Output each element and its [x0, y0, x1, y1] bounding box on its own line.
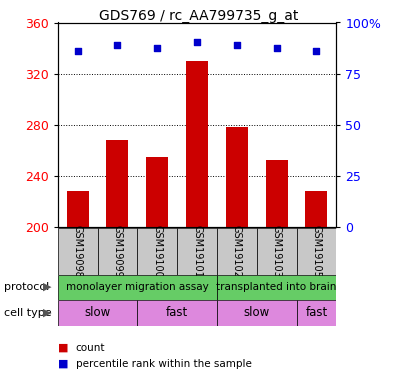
Bar	[226, 127, 248, 227]
Text: GSM19099: GSM19099	[112, 225, 123, 278]
Point	[114, 42, 121, 48]
Bar	[266, 160, 287, 227]
Text: GSM19098: GSM19098	[72, 225, 83, 278]
Point	[234, 42, 240, 48]
Bar	[146, 157, 168, 227]
Point	[194, 39, 200, 45]
Point	[313, 48, 320, 54]
Text: GDS769 / rc_AA799735_g_at: GDS769 / rc_AA799735_g_at	[100, 9, 298, 23]
Bar	[217, 228, 257, 274]
Text: cell type: cell type	[4, 308, 52, 318]
Text: GSM19101: GSM19101	[192, 225, 202, 278]
Text: GSM19105: GSM19105	[311, 225, 322, 278]
Text: count: count	[76, 343, 105, 353]
Bar	[58, 300, 137, 326]
Text: monolayer migration assay: monolayer migration assay	[66, 282, 209, 292]
Text: slow: slow	[84, 306, 111, 319]
Text: fast: fast	[166, 306, 188, 319]
Bar	[297, 300, 336, 326]
Bar	[98, 228, 137, 274]
Point	[273, 45, 280, 51]
Text: fast: fast	[305, 306, 328, 319]
Point	[154, 45, 160, 51]
Bar	[66, 191, 89, 227]
Text: GSM19102: GSM19102	[232, 225, 242, 278]
Bar	[58, 228, 98, 274]
Text: protocol: protocol	[4, 282, 49, 292]
Bar	[186, 61, 208, 227]
Bar	[58, 274, 217, 300]
Bar	[137, 300, 217, 326]
Text: GSM19103: GSM19103	[271, 225, 282, 278]
Text: transplanted into brain: transplanted into brain	[217, 282, 337, 292]
Text: percentile rank within the sample: percentile rank within the sample	[76, 359, 252, 369]
Point	[74, 48, 81, 54]
Bar	[137, 228, 177, 274]
Text: ▶: ▶	[43, 282, 51, 292]
Text: GSM19100: GSM19100	[152, 225, 162, 278]
Bar	[257, 228, 297, 274]
Bar	[217, 274, 336, 300]
Text: ■: ■	[58, 359, 68, 369]
Bar	[297, 228, 336, 274]
Text: ▶: ▶	[43, 308, 51, 318]
Text: ■: ■	[58, 343, 68, 353]
Bar	[306, 191, 327, 227]
Bar	[177, 228, 217, 274]
Bar	[217, 300, 297, 326]
Bar	[107, 140, 129, 227]
Text: slow: slow	[244, 306, 270, 319]
